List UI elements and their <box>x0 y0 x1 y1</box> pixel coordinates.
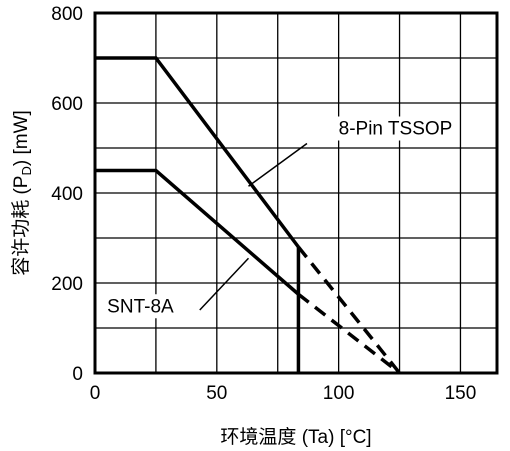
series <box>95 56 401 375</box>
x-axis-label: 环境温度 (Ta) [°C] <box>220 426 371 448</box>
y-tick-label-800: 800 <box>51 4 83 25</box>
x-tick-label-50: 50 <box>206 383 227 404</box>
annotation-8-pin-tssop: 8-Pin TSSOP <box>339 119 453 140</box>
leader-line-8-pin-tssop <box>248 142 308 187</box>
annotation-snt-8a: SNT-8A <box>107 296 174 317</box>
x-tick-label-100: 100 <box>323 383 355 404</box>
y-tick-label-600: 600 <box>51 94 83 115</box>
leader-line-snt-8a <box>199 257 250 311</box>
y-tick-label-200: 200 <box>51 274 83 295</box>
annotations: 8-Pin TSSOP SNT-8A <box>104 116 456 319</box>
y-axis-label-tail: ) [mW] <box>11 110 32 166</box>
y-tick-label-0: 0 <box>72 364 83 385</box>
y-axis-label-subscript: D <box>19 166 34 175</box>
y-tick-labels: 0 200 400 600 800 <box>51 4 83 385</box>
series-dashed-snt-8a <box>297 292 401 375</box>
annotation-bg-snt-8a <box>104 294 177 319</box>
series-line-snt-8a <box>95 168 300 296</box>
y-axis-label: 容许功耗 (PD) [mW] <box>10 110 34 276</box>
grid <box>94 12 497 374</box>
series-line-8-pin-tssop <box>95 56 300 249</box>
series-dashed-8-pin-tssop <box>297 245 401 375</box>
annotation-bg-8-pin-tssop <box>335 116 456 141</box>
y-tick-label-400: 400 <box>51 184 83 205</box>
y-axis-label-main: 容许功耗 (P <box>10 176 32 276</box>
plot-frame <box>93 11 499 375</box>
x-tick-labels: 0 50 100 150 <box>90 383 477 404</box>
x-tick-label-150: 150 <box>445 383 477 404</box>
x-tick-label-0: 0 <box>90 383 101 404</box>
